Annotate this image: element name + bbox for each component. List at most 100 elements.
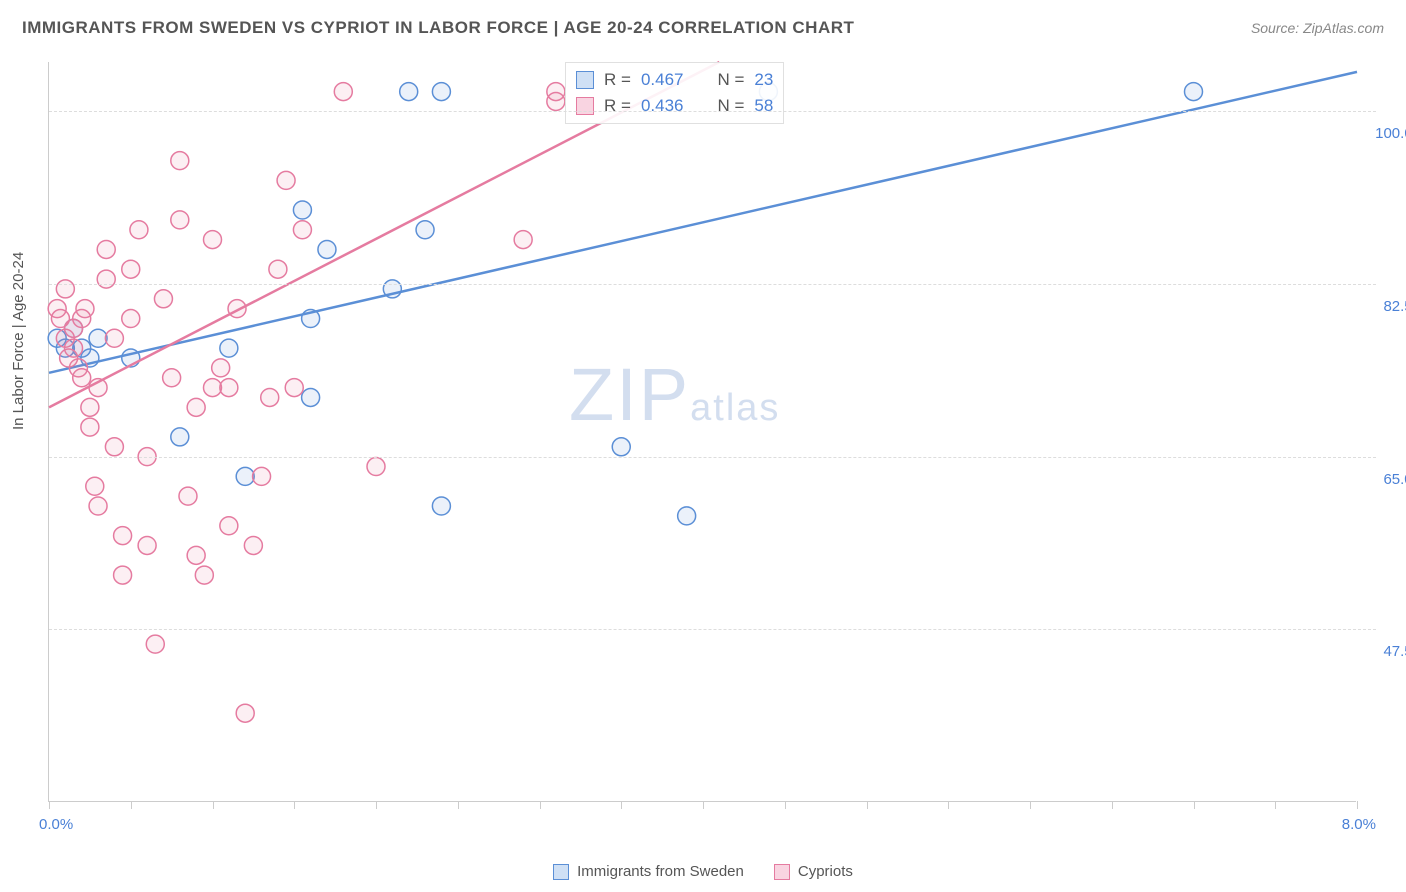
scatter-point (114, 566, 132, 584)
bottom-legend-item: Immigrants from Sweden (553, 863, 744, 880)
x-tick (1030, 801, 1031, 809)
scatter-point (285, 379, 303, 397)
x-tick (376, 801, 377, 809)
scatter-point (171, 428, 189, 446)
scatter-point (612, 438, 630, 456)
x-tick (213, 801, 214, 809)
scatter-point (81, 398, 99, 416)
scatter-point (318, 240, 336, 258)
plot-area: ZIPatlas R =0.467N =23R =0.436N =58 0.0%… (48, 62, 1356, 802)
scatter-point (89, 497, 107, 515)
x-tick (458, 801, 459, 809)
scatter-point (400, 83, 418, 101)
legend-swatch (553, 864, 569, 880)
scatter-point (89, 329, 107, 347)
scatter-point (154, 290, 172, 308)
scatter-point (195, 566, 213, 584)
chart-svg (49, 62, 1356, 801)
title-bar: IMMIGRANTS FROM SWEDEN VS CYPRIOT IN LAB… (22, 18, 1384, 38)
x-tick (294, 801, 295, 809)
x-tick (1194, 801, 1195, 809)
scatter-point (204, 379, 222, 397)
scatter-point (73, 369, 91, 387)
scatter-point (302, 388, 320, 406)
x-tick (948, 801, 949, 809)
scatter-point (678, 507, 696, 525)
scatter-point (171, 211, 189, 229)
x-min-label: 0.0% (39, 816, 73, 833)
correlation-legend: R =0.467N =23R =0.436N =58 (565, 62, 784, 124)
legend-swatch (774, 864, 790, 880)
scatter-point (81, 418, 99, 436)
bottom-legend-label: Immigrants from Sweden (577, 863, 744, 880)
scatter-point (86, 477, 104, 495)
legend-r-label: R = (604, 96, 631, 116)
x-tick (1357, 801, 1358, 809)
scatter-point (146, 635, 164, 653)
y-tick-label: 47.5% (1366, 643, 1406, 660)
scatter-point (236, 704, 254, 722)
scatter-point (97, 240, 115, 258)
legend-swatch (576, 71, 594, 89)
legend-n-label: N = (717, 96, 744, 116)
x-tick (1275, 801, 1276, 809)
scatter-point (114, 527, 132, 545)
y-tick-label: 65.0% (1366, 471, 1406, 488)
scatter-point (334, 83, 352, 101)
scatter-point (244, 536, 262, 554)
legend-n-label: N = (717, 70, 744, 90)
scatter-point (236, 467, 254, 485)
bottom-legend-item: Cypriots (774, 863, 853, 880)
scatter-point (122, 260, 140, 278)
bottom-legend: Immigrants from Sweden Cypriots (0, 863, 1406, 880)
scatter-point (130, 221, 148, 239)
scatter-point (220, 517, 238, 535)
y-axis-label: In Labor Force | Age 20-24 (10, 252, 27, 430)
legend-r-label: R = (604, 70, 631, 90)
scatter-point (97, 270, 115, 288)
scatter-point (65, 339, 83, 357)
scatter-point (293, 201, 311, 219)
legend-n-value: 58 (754, 96, 773, 116)
legend-row: R =0.467N =23 (576, 67, 773, 93)
scatter-point (269, 260, 287, 278)
scatter-point (514, 231, 532, 249)
scatter-point (76, 300, 94, 318)
y-tick-label: 100.0% (1366, 125, 1406, 142)
scatter-point (261, 388, 279, 406)
scatter-point (187, 546, 205, 564)
x-tick (621, 801, 622, 809)
x-tick (867, 801, 868, 809)
chart-title: IMMIGRANTS FROM SWEDEN VS CYPRIOT IN LAB… (22, 18, 854, 38)
scatter-point (187, 398, 205, 416)
scatter-point (432, 497, 450, 515)
x-tick (131, 801, 132, 809)
scatter-point (204, 231, 222, 249)
scatter-point (293, 221, 311, 239)
gridline-h (49, 457, 1376, 458)
scatter-point (179, 487, 197, 505)
x-tick (703, 801, 704, 809)
scatter-point (432, 83, 450, 101)
gridline-h (49, 629, 1376, 630)
scatter-point (105, 329, 123, 347)
y-tick-label: 82.5% (1366, 298, 1406, 315)
scatter-point (220, 379, 238, 397)
scatter-point (253, 467, 271, 485)
scatter-point (220, 339, 238, 357)
x-tick (785, 801, 786, 809)
scatter-point (547, 92, 565, 110)
x-tick (1112, 801, 1113, 809)
x-max-label: 8.0% (1342, 816, 1376, 833)
x-tick (49, 801, 50, 809)
source-label: Source: ZipAtlas.com (1251, 20, 1384, 36)
x-tick (540, 801, 541, 809)
bottom-legend-label: Cypriots (798, 863, 853, 880)
scatter-point (138, 536, 156, 554)
scatter-point (212, 359, 230, 377)
legend-row: R =0.436N =58 (576, 93, 773, 119)
scatter-point (163, 369, 181, 387)
legend-r-value: 0.467 (641, 70, 684, 90)
scatter-point (105, 438, 123, 456)
scatter-point (367, 458, 385, 476)
